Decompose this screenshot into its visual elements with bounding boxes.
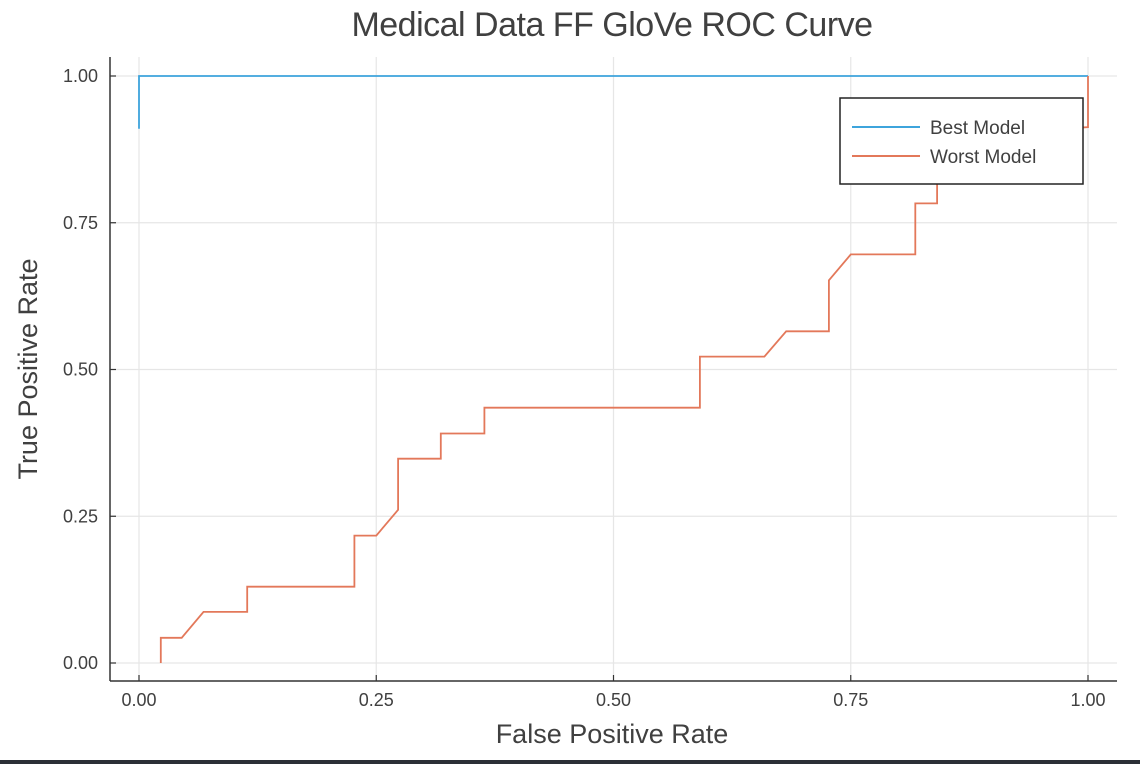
y-axis-label: True Positive Rate	[13, 258, 43, 479]
y-tick-label-3: 0.75	[63, 213, 98, 233]
legend: Best Model Worst Model	[839, 97, 1084, 185]
x-tick-label-0: 0.00	[121, 690, 156, 710]
series-lines	[138, 75, 1089, 663]
legend-box	[839, 97, 1084, 185]
tick-labels: 0.00 0.25 0.50 0.75 1.00 0.00 0.25 0.50 0.75 1.00	[63, 66, 1106, 710]
y-tick-label-2: 0.50	[63, 360, 98, 380]
x-tick-label-1: 0.25	[359, 690, 394, 710]
x-axis-label: False Positive Rate	[496, 719, 729, 749]
legend-label-worst-model: Worst Model	[930, 147, 1036, 168]
y-tick-label-4: 1.00	[63, 66, 98, 86]
y-tick-label-0: 0.00	[63, 653, 98, 673]
x-tick-label-3: 0.75	[833, 690, 868, 710]
y-tick-label-1: 0.25	[63, 506, 98, 526]
series-line-best-model	[138, 75, 1088, 129]
axes	[109, 57, 1117, 682]
series-line-worst-model	[159, 76, 1089, 663]
x-tick-label-2: 0.50	[596, 690, 631, 710]
window-bottom-border	[0, 760, 1140, 764]
x-tick-label-4: 1.00	[1070, 690, 1105, 710]
legend-label-best-model: Best Model	[930, 118, 1025, 139]
chart-title: Medical Data FF GloVe ROC Curve	[351, 6, 872, 44]
